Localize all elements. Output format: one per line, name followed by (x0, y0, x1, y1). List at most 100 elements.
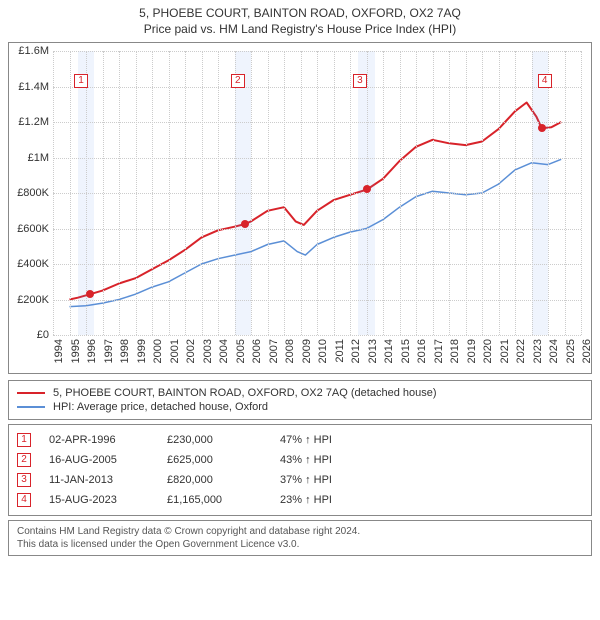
gridline-vertical (334, 51, 335, 335)
gridline-vertical (169, 51, 170, 335)
x-axis-label: 1996 (86, 339, 98, 363)
gridline-vertical (499, 51, 500, 335)
series-hpi (70, 159, 562, 306)
sale-badge: 3 (353, 74, 367, 88)
x-axis-label: 2015 (400, 339, 412, 363)
sale-badge: 2 (231, 74, 245, 88)
gridline-vertical (301, 51, 302, 335)
gridline-vertical (548, 51, 549, 335)
x-axis-label: 2019 (466, 339, 478, 363)
sale-point (86, 290, 94, 298)
x-axis-label: 1995 (70, 339, 82, 363)
gridline-vertical (433, 51, 434, 335)
x-axis-label: 1999 (136, 339, 148, 363)
chart-container: £0£200K£400K£600K£800K£1M£1.2M£1.4M£1.6M… (8, 42, 592, 374)
gridline-vertical (136, 51, 137, 335)
x-axis-label: 2014 (383, 339, 395, 363)
title-line1: 5, PHOEBE COURT, BAINTON ROAD, OXFORD, O… (8, 6, 592, 20)
legend-label: 5, PHOEBE COURT, BAINTON ROAD, OXFORD, O… (53, 387, 437, 399)
x-axis-label: 2001 (169, 339, 181, 363)
y-axis-label: £600K (17, 223, 49, 235)
event-row: 1 02-APR-1996 £230,000 47% ↑ HPI (17, 430, 583, 450)
event-date: 11-JAN-2013 (49, 474, 149, 486)
plot-area: £0£200K£400K£600K£800K£1M£1.2M£1.4M£1.6M… (53, 51, 581, 335)
x-axis-label: 2013 (367, 339, 379, 363)
x-axis-label: 1998 (119, 339, 131, 363)
title-line2: Price paid vs. HM Land Registry's House … (8, 22, 592, 36)
event-badge: 2 (17, 453, 31, 467)
event-badge: 4 (17, 493, 31, 507)
gridline-vertical (515, 51, 516, 335)
x-axis-label: 2008 (284, 339, 296, 363)
event-price: £230,000 (167, 434, 262, 446)
y-axis-label: £800K (17, 187, 49, 199)
event-row: 216-AUG-2005£625,00043% ↑ HPI (17, 450, 583, 470)
gridline-vertical (103, 51, 104, 335)
sale-badge: 4 (538, 74, 552, 88)
gridline-vertical (202, 51, 203, 335)
event-delta: 37% ↑ HPI (280, 474, 332, 486)
gridline-vertical (251, 51, 252, 335)
event-row: 4 15-AUG-2023 £1,165,000 23% ↑ HPI (17, 490, 583, 510)
x-axis-label: 2004 (218, 339, 230, 363)
gridline-vertical (449, 51, 450, 335)
y-axis-label: £1.2M (18, 116, 49, 128)
gridline-vertical (284, 51, 285, 335)
y-axis-label: £1.4M (18, 81, 49, 93)
x-axis-label: 2020 (482, 339, 494, 363)
x-axis-label: 2026 (581, 339, 593, 363)
gridline-vertical (70, 51, 71, 335)
legend-swatch (17, 392, 45, 394)
x-axis-label: 2021 (499, 339, 511, 363)
gridline-vertical (482, 51, 483, 335)
gridline-vertical (317, 51, 318, 335)
sale-badge: 1 (74, 74, 88, 88)
x-axis-label: 2011 (334, 339, 346, 363)
event-badge: 3 (17, 473, 31, 487)
legend-row: HPI: Average price, detached house, Oxfo… (17, 400, 583, 414)
event-row: 311-JAN-2013£820,00037% ↑ HPI (17, 470, 583, 490)
event-delta: 23% ↑ HPI (280, 494, 332, 506)
footer-line1: Contains HM Land Registry data © Crown c… (17, 525, 583, 538)
x-axis-label: 2025 (565, 339, 577, 363)
x-axis-label: 1994 (53, 339, 65, 363)
sale-point (241, 220, 249, 228)
y-axis-label: £1.6M (18, 45, 49, 57)
gridline-vertical (218, 51, 219, 335)
gridline-horizontal (53, 335, 581, 336)
footer: Contains HM Land Registry data © Crown c… (8, 520, 592, 556)
x-axis-label: 2002 (185, 339, 197, 363)
event-delta: 47% ↑ HPI (280, 434, 332, 446)
event-delta: 43% ↑ HPI (280, 454, 332, 466)
x-axis-label: 1997 (103, 339, 115, 363)
gridline-vertical (416, 51, 417, 335)
chart: £0£200K£400K£600K£800K£1M£1.2M£1.4M£1.6M… (9, 43, 593, 373)
gridline-vertical (152, 51, 153, 335)
event-price: £1,165,000 (167, 494, 262, 506)
x-axis-label: 2009 (301, 339, 313, 363)
event-date: 02-APR-1996 (49, 434, 149, 446)
x-axis-label: 2000 (152, 339, 164, 363)
legend: 5, PHOEBE COURT, BAINTON ROAD, OXFORD, O… (8, 380, 592, 420)
x-axis-label: 2003 (202, 339, 214, 363)
legend-label: HPI: Average price, detached house, Oxfo… (53, 401, 268, 413)
series-subject (70, 103, 562, 300)
event-badge: 1 (17, 433, 31, 447)
sale-point (538, 124, 546, 132)
gridline-vertical (383, 51, 384, 335)
x-axis-label: 2022 (515, 339, 527, 363)
gridline-vertical (235, 51, 236, 335)
gridline-vertical (119, 51, 120, 335)
gridline-vertical (400, 51, 401, 335)
x-axis-label: 2006 (251, 339, 263, 363)
gridline-vertical (565, 51, 566, 335)
x-axis-label: 2016 (416, 339, 428, 363)
x-axis-label: 2012 (350, 339, 362, 363)
event-date: 15-AUG-2023 (49, 494, 149, 506)
gridline-vertical (466, 51, 467, 335)
x-axis-label: 2005 (235, 339, 247, 363)
sale-point (363, 185, 371, 193)
chart-title: 5, PHOEBE COURT, BAINTON ROAD, OXFORD, O… (8, 6, 592, 36)
gridline-vertical (532, 51, 533, 335)
x-axis-label: 2017 (433, 339, 445, 363)
